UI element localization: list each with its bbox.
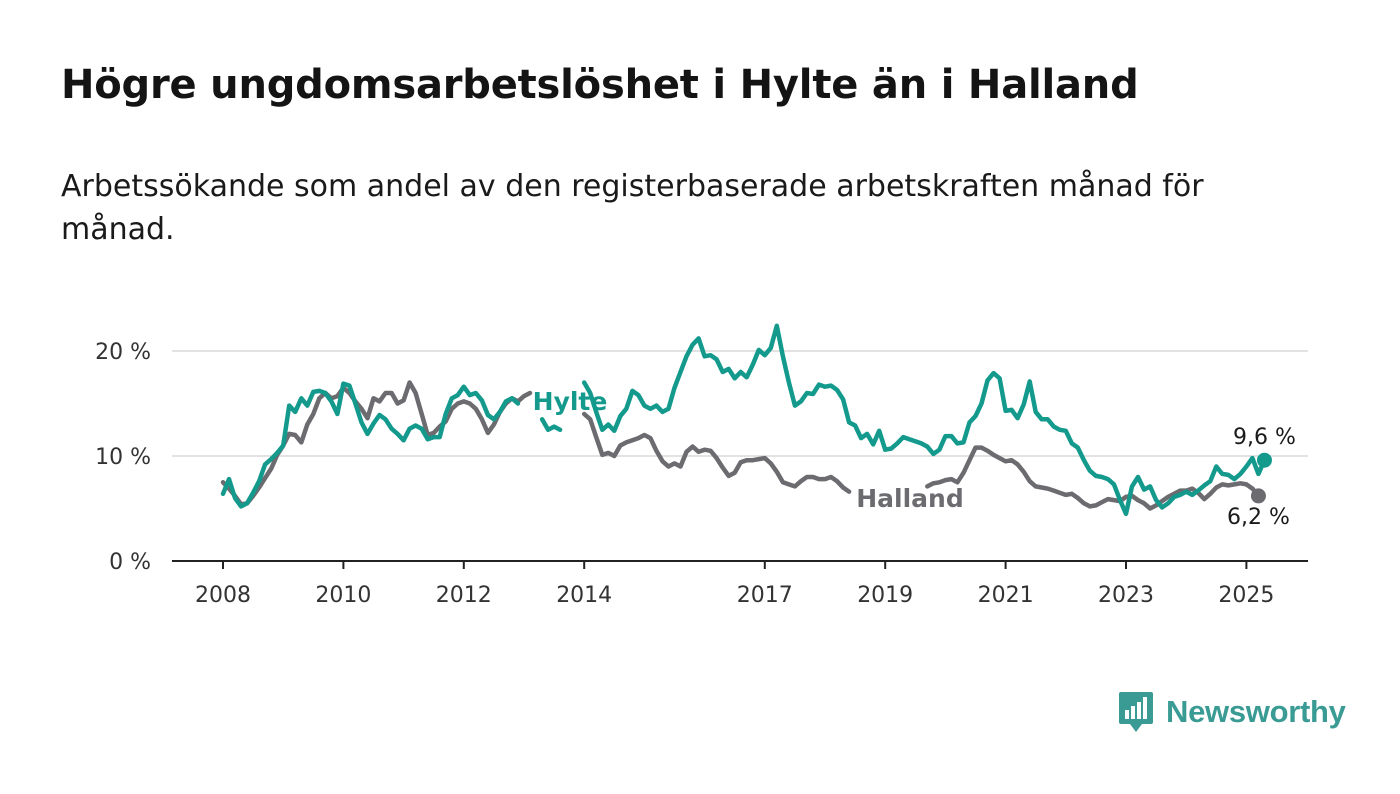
bar-chart-speech-bubble-icon [1119,692,1153,732]
end-point-halland [1250,488,1266,504]
end-value-label-halland: 6,2 % [1227,505,1290,530]
series-line-hylte [539,417,563,433]
x-tick-label: 2023 [1098,583,1154,608]
series-label-halland: Halland [856,484,964,513]
x-tick-label: 2021 [978,583,1034,608]
x-tick-label: 2008 [195,583,251,608]
x-tick-label: 2010 [315,583,371,608]
series-line-halland [581,411,852,494]
chart-title: Högre ungdomsarbetslöshet i Hylte än i H… [61,62,1139,108]
x-tick-label: 2014 [556,583,612,608]
brand-name: Newsworthy [1166,694,1346,729]
series-line-hylte [220,381,521,509]
end-point-hylte [1256,452,1272,468]
end-value-label-hylte: 9,6 % [1233,425,1296,450]
x-tick-label: 2017 [737,583,793,608]
x-tick-label: 2012 [436,583,492,608]
y-tick-label: 10 % [95,445,151,470]
chart-subtitle: Arbetssökande som andel av den registerb… [61,169,1204,247]
series-line-hylte [581,323,1267,517]
y-tick-label: 20 % [95,340,151,365]
brand-logo[interactable]: Newsworthy [1118,690,1346,734]
series-line-halland [220,380,533,507]
x-tick-label: 2019 [857,583,913,608]
x-tick-label: 2025 [1218,583,1274,608]
y-tick-label: 0 % [109,550,151,575]
series-line-halland [925,445,1261,511]
series-label-hylte: Hylte [533,387,608,416]
